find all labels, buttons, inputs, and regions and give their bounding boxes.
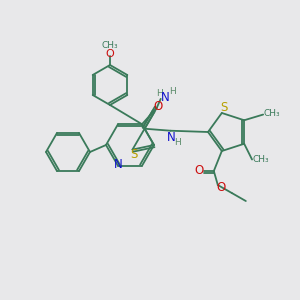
Text: O: O (216, 181, 225, 194)
Text: S: S (220, 101, 227, 115)
Text: CH₃: CH₃ (102, 40, 118, 50)
Text: CH₃: CH₃ (264, 109, 280, 118)
Text: N: N (161, 92, 170, 104)
Text: O: O (106, 49, 114, 59)
Text: O: O (194, 164, 203, 176)
Text: H: H (156, 89, 163, 98)
Text: O: O (153, 100, 162, 113)
Text: CH₃: CH₃ (253, 155, 269, 164)
Text: N: N (114, 158, 122, 171)
Text: H: H (169, 87, 176, 96)
Text: H: H (174, 138, 181, 147)
Text: N: N (167, 131, 176, 144)
Text: S: S (130, 148, 137, 161)
